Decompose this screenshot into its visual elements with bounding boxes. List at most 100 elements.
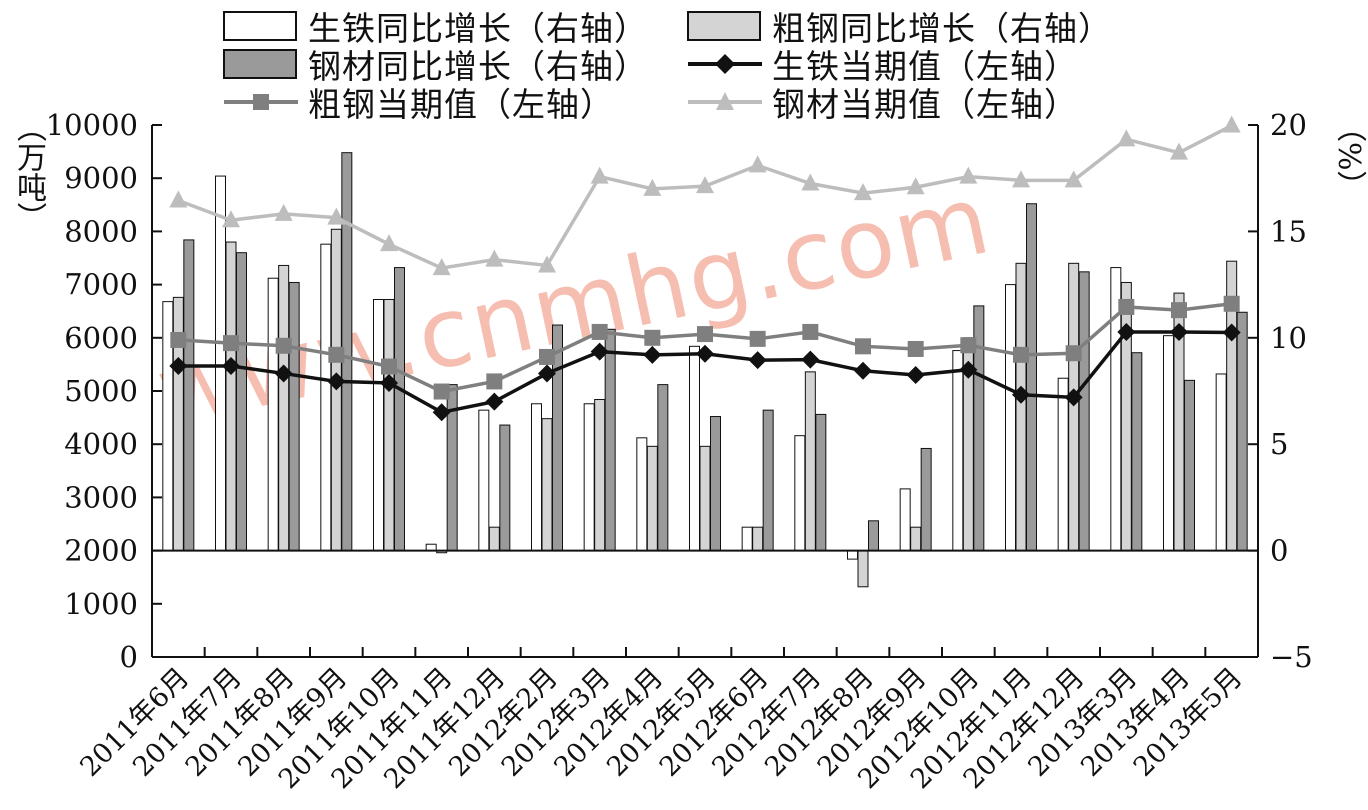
left-tick-label: 1000 xyxy=(64,587,138,621)
point-s1-6 xyxy=(486,373,503,390)
point-s2-11 xyxy=(748,155,767,173)
left-tick-label: 0 xyxy=(120,640,138,674)
bar-s2-9 xyxy=(657,384,669,552)
legend-item-prod-val: 钢材当期值（左轴） xyxy=(686,82,1078,124)
right-tick-label: −5 xyxy=(1270,640,1313,674)
bar-s1-7 xyxy=(541,418,553,552)
left-tick-label: 2000 xyxy=(64,534,138,568)
legend-swatch-steel-val xyxy=(224,94,298,110)
point-s0-9 xyxy=(643,345,662,364)
left-tick-label: 7000 xyxy=(64,268,138,302)
point-s1-12 xyxy=(802,323,819,340)
legend-item-prod-yoy: 钢材同比增长（右轴） xyxy=(222,44,648,86)
bar-s2-16 xyxy=(1026,203,1037,552)
point-s1-11 xyxy=(749,330,766,347)
legend-label-iron-val: 生铁当期值（左轴） xyxy=(772,47,1078,86)
bar-s2-6 xyxy=(499,424,511,552)
bar-s0-3 xyxy=(320,243,332,552)
bar-s1-12 xyxy=(804,371,816,552)
point-s1-2 xyxy=(275,337,292,354)
point-s1-0 xyxy=(170,331,187,348)
right-axis-unit: （%） xyxy=(1331,112,1366,201)
point-s2-4 xyxy=(380,234,398,252)
point-s1-3 xyxy=(328,346,345,363)
bar-s2-1 xyxy=(236,252,247,552)
point-s1-16 xyxy=(1013,346,1029,363)
legend-label-prod-yoy: 钢材同比增长（右轴） xyxy=(308,47,648,86)
point-s2-3 xyxy=(327,207,346,225)
point-s0-8 xyxy=(590,342,609,361)
bar-s0-16 xyxy=(1005,284,1016,552)
bar-s0-12 xyxy=(794,435,806,552)
legend-item-iron-val: 生铁当期值（左轴） xyxy=(686,44,1078,86)
bar-s2-12 xyxy=(815,413,827,552)
bar-s0-20 xyxy=(1215,373,1227,552)
bar-s2-4 xyxy=(394,267,405,552)
point-s2-13 xyxy=(854,183,872,201)
left-tick-label: 8000 xyxy=(64,214,138,248)
point-s0-6 xyxy=(485,392,504,411)
right-tick-label: 5 xyxy=(1270,427,1288,461)
bar-s2-17 xyxy=(1078,271,1090,552)
point-s1-14 xyxy=(907,340,924,357)
bar-s0-11 xyxy=(741,526,753,552)
point-s2-9 xyxy=(643,178,662,196)
point-s2-6 xyxy=(485,249,504,267)
bar-s2-18 xyxy=(1131,352,1143,552)
right-tick-label: 15 xyxy=(1270,214,1307,248)
bar-s0-9 xyxy=(636,437,648,552)
point-s2-1 xyxy=(222,210,240,228)
point-s0-13 xyxy=(854,361,872,380)
bar-s1-14 xyxy=(910,526,922,552)
left-tick-label: 9000 xyxy=(64,161,138,195)
point-s0-16 xyxy=(1012,385,1030,404)
point-s2-18 xyxy=(1117,129,1136,147)
bar-s1-16 xyxy=(1015,262,1027,552)
point-s1-13 xyxy=(855,338,871,355)
legend-label-steel-yoy: 粗钢同比增长（右轴） xyxy=(772,9,1112,48)
bar-s0-14 xyxy=(899,488,911,552)
bar-s1-9 xyxy=(646,445,658,552)
left-tick-label: 4000 xyxy=(64,427,138,461)
point-s0-4 xyxy=(380,374,398,393)
point-s1-9 xyxy=(644,329,661,346)
point-s1-20 xyxy=(1223,295,1240,312)
point-s1-4 xyxy=(381,358,397,375)
bar-s2-14 xyxy=(920,447,932,552)
point-s2-15 xyxy=(959,166,978,184)
bar-s2-0 xyxy=(183,239,195,552)
bar-s1-6 xyxy=(488,526,500,552)
point-s1-7 xyxy=(539,348,555,365)
bar-s2-10 xyxy=(710,416,721,552)
point-s0-12 xyxy=(801,350,820,369)
point-s0-5 xyxy=(432,403,451,422)
legend-item-iron-yoy: 生铁同比增长（右轴） xyxy=(222,6,648,48)
bar-s0-8 xyxy=(583,403,595,552)
left-tick-label: 3000 xyxy=(64,480,138,514)
point-s1-18 xyxy=(1118,298,1135,315)
point-s0-7 xyxy=(538,364,556,383)
right-tick-label: 0 xyxy=(1270,534,1288,568)
point-s0-10 xyxy=(696,344,714,363)
bar-s2-13 xyxy=(868,520,879,552)
bar-s0-6 xyxy=(478,409,490,552)
left-tick-label: 10000 xyxy=(46,108,138,142)
bar-s0-4 xyxy=(373,298,384,552)
bar-s2-20 xyxy=(1236,311,1248,552)
point-s1-19 xyxy=(1171,302,1187,319)
point-s0-14 xyxy=(906,366,925,385)
bar-s1-18 xyxy=(1120,281,1132,552)
bar-s1-4 xyxy=(383,298,395,552)
bar-s0-10 xyxy=(689,345,700,552)
legend-label-iron-yoy: 生铁同比增长（右轴） xyxy=(308,9,648,48)
bar-s0-7 xyxy=(531,403,542,552)
point-s1-15 xyxy=(960,337,977,354)
legend-swatch-prod-yoy xyxy=(223,49,297,79)
legend-swatch-prod-val xyxy=(688,92,762,110)
point-s1-5 xyxy=(433,383,450,400)
point-s0-11 xyxy=(748,351,767,370)
point-s2-2 xyxy=(274,203,293,221)
bar-s1-17 xyxy=(1068,262,1080,552)
bar-s0-17 xyxy=(1057,377,1069,552)
